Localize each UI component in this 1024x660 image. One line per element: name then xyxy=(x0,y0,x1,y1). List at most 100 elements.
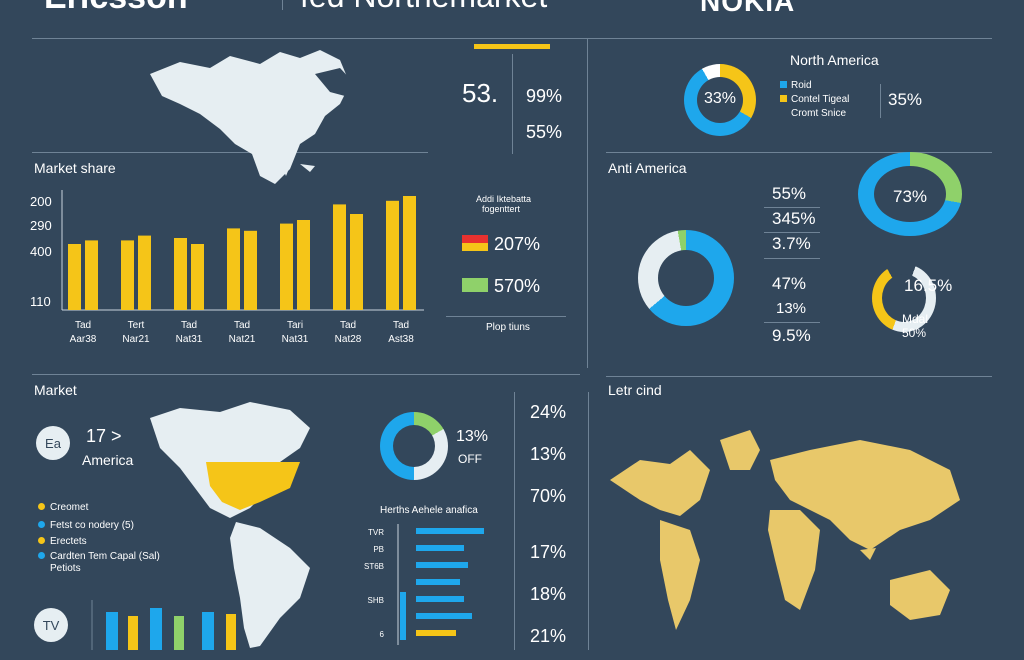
america-label: America xyxy=(82,452,134,468)
hbar xyxy=(416,545,464,551)
x-tick-label: Nat31 xyxy=(176,334,203,345)
legend-item-3: Erectets xyxy=(38,536,87,547)
number-divider xyxy=(512,54,513,154)
north-america-donut-label: 33% xyxy=(703,90,737,107)
divider-bottom-center xyxy=(588,392,589,650)
hbar xyxy=(416,562,468,568)
red-legend-swatch xyxy=(462,235,488,243)
x-tick-label: Tad xyxy=(393,320,409,331)
mid-value-divider-2 xyxy=(764,232,820,233)
divider-top xyxy=(32,38,992,39)
letr-cind-title: Letr cind xyxy=(608,382,662,398)
mid-right-small-sub-2: 50% xyxy=(902,326,927,340)
x-tick-label: Aar38 xyxy=(70,334,97,345)
market-share-bar-chart: 200 290 400 110 Tad Aar38 Tert Nar21 Tad Nat31 Tad… xyxy=(30,190,424,345)
x-tick-label: Ast38 xyxy=(388,334,414,345)
mid-value-5: 13% xyxy=(776,300,807,317)
hbar-category-label: 6 xyxy=(380,630,385,639)
hbar-category-label: ST6B xyxy=(364,562,384,571)
bar-legend-item-1: 207% xyxy=(494,234,541,254)
mid-right-big-donut-hole xyxy=(658,250,714,306)
legend-item-5: Petiots xyxy=(50,563,81,574)
legend-item-1: Creomet xyxy=(38,502,88,513)
divider-mid-right xyxy=(606,152,992,153)
na-pct-right: 35% xyxy=(888,90,923,109)
bar xyxy=(403,196,416,310)
bottom-pct-6: 21% xyxy=(530,626,567,646)
hbar xyxy=(416,613,472,619)
north-america-donut-hole xyxy=(697,77,743,123)
y-tick-label: 290 xyxy=(30,218,52,233)
hbar-category-label: SHB xyxy=(368,596,384,605)
hbar-category-label: TVR xyxy=(368,528,384,537)
bar-legend-item-2: 570% xyxy=(494,276,541,296)
bar-legend-title-2: fogenttert xyxy=(482,204,521,214)
hbar xyxy=(416,528,484,534)
mid-value-1: 55% xyxy=(772,184,807,203)
x-tick-label: Tari xyxy=(287,320,303,331)
x-tick-label: Tad xyxy=(75,320,91,331)
na-legend-2: Contel Tigeal xyxy=(780,94,849,105)
bottom-pct-2: 13% xyxy=(530,444,567,464)
na-divider xyxy=(880,84,881,118)
bar xyxy=(333,204,346,310)
mid-value-2: 345% xyxy=(772,209,816,228)
bar xyxy=(138,235,151,310)
bottom-pct-1: 24% xyxy=(530,402,567,422)
bar xyxy=(386,200,399,310)
number-line: 17 > xyxy=(86,426,122,446)
bar xyxy=(191,244,204,310)
yellow-legend-swatch xyxy=(462,243,488,251)
na-legend-1: Roid xyxy=(780,80,812,91)
divider-lower-left xyxy=(32,374,580,375)
na-legend-3: Cromt Snice xyxy=(791,108,847,119)
north-america-label: North America xyxy=(790,52,879,68)
bottom-pct-3: 70% xyxy=(530,486,567,506)
bottom-donut-hole xyxy=(393,425,435,467)
x-tick-label: Tad xyxy=(340,320,356,331)
y-tick-label: 200 xyxy=(30,194,52,209)
mid-right-small-donut-hole xyxy=(882,274,926,322)
bar xyxy=(68,244,81,310)
bar xyxy=(174,238,187,310)
bar-legend-title-1: Addi Iktebatta xyxy=(476,194,532,204)
green-legend-swatch xyxy=(462,278,488,292)
x-tick-label: Nat21 xyxy=(229,334,256,345)
anti-america-title: Anti America xyxy=(608,160,687,176)
x-tick-label: Tad xyxy=(234,320,250,331)
header-divider xyxy=(282,0,283,10)
hbar xyxy=(416,630,456,636)
world-map xyxy=(610,430,960,630)
pct-b: 55% xyxy=(526,122,563,142)
bar xyxy=(85,240,98,310)
divider-lower-right xyxy=(606,376,992,377)
tv-badge-label: TV xyxy=(42,618,60,633)
legend-item-4: Cardten Tem Capal (Sal) xyxy=(38,551,160,562)
bottom-pct-5: 18% xyxy=(530,584,567,604)
pct-column-divider xyxy=(514,392,515,650)
brand-left: Ericsson xyxy=(44,0,188,17)
hbar xyxy=(416,579,460,585)
ea-badge xyxy=(36,426,70,460)
hbar-category-label: PB xyxy=(373,545,384,554)
bar xyxy=(227,228,240,310)
divider-mid-left xyxy=(32,152,428,153)
mid-value-divider-4 xyxy=(764,322,820,323)
pct-a: 99% xyxy=(526,86,563,106)
vertical-bar xyxy=(400,592,406,640)
big-number: 53. xyxy=(462,78,499,108)
x-tick-label: Nat31 xyxy=(282,334,309,345)
mid-value-divider-3 xyxy=(764,258,820,259)
bar xyxy=(280,223,293,310)
x-tick-label: Nat28 xyxy=(335,334,362,345)
mid-right-small-sub-1: Mdal xyxy=(902,312,929,326)
mid-value-4: 47% xyxy=(772,274,807,293)
bar xyxy=(121,240,134,310)
north-america-map xyxy=(150,50,355,184)
mini-bar-chart xyxy=(91,600,236,650)
bar-legend-footer: Plop tiuns xyxy=(486,322,530,333)
bar-legend-divider xyxy=(446,316,566,317)
x-tick-label: Tert xyxy=(128,320,145,331)
americas-map xyxy=(150,402,310,648)
bar xyxy=(244,230,257,310)
